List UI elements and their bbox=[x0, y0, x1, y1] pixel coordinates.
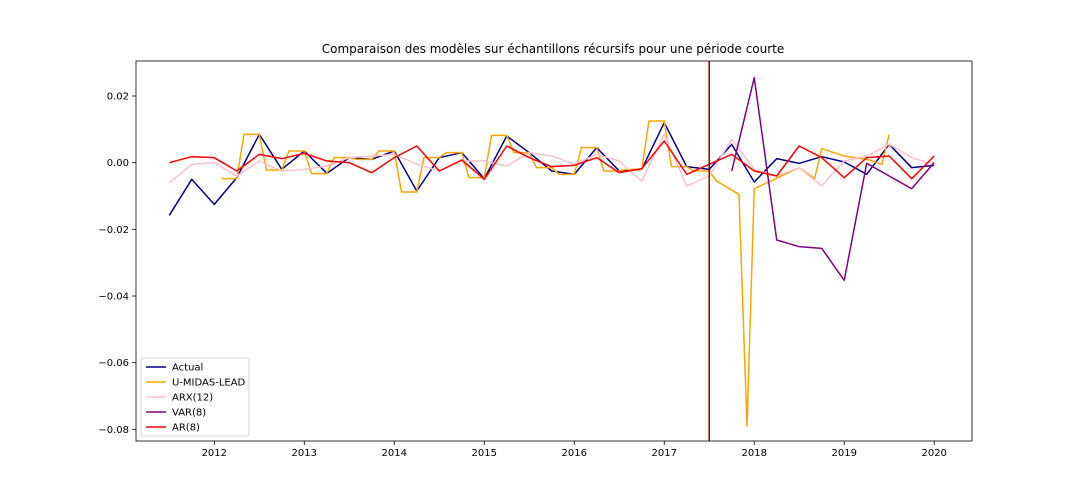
legend-box bbox=[140, 357, 250, 437]
axes: 2012 2013 2014 2015 2016 2017 2018 2019 2020 0.02… bbox=[98, 60, 973, 459]
series-group bbox=[168, 61, 935, 441]
legend-label: U-MIDAS-LEAD bbox=[172, 378, 246, 389]
legend-label: ARX(12) bbox=[172, 393, 213, 404]
x-tick-label: 2014 bbox=[382, 448, 407, 459]
plot-frame bbox=[135, 60, 973, 442]
series-line-arx-12 bbox=[168, 133, 935, 187]
legend: Actual U-MIDAS-LEAD ARX(12) VAR(8) AR(8) bbox=[140, 357, 250, 437]
y-tick-label: 0.02 bbox=[107, 92, 129, 103]
y-tick-label: 0.00 bbox=[107, 158, 129, 169]
y-tick-label: −0.04 bbox=[98, 292, 129, 303]
plot-area bbox=[168, 61, 935, 441]
x-tick-label: 2013 bbox=[292, 448, 317, 459]
series-line-var-8 bbox=[731, 76, 935, 282]
y-tick-label: −0.06 bbox=[98, 358, 129, 369]
x-tick-label: 2018 bbox=[741, 448, 766, 459]
x-tick-label: 2016 bbox=[562, 448, 587, 459]
x-tick-label: 2017 bbox=[652, 448, 677, 459]
legend-label: VAR(8) bbox=[172, 408, 206, 419]
x-tick-label: 2020 bbox=[921, 448, 946, 459]
series-line-u-midas-lead bbox=[221, 120, 890, 427]
legend-label: Actual bbox=[172, 363, 203, 374]
y-tick-label: −0.08 bbox=[98, 425, 129, 436]
x-tick-label: 2019 bbox=[831, 448, 856, 459]
series-line-actual bbox=[168, 121, 935, 216]
y-tick-label: −0.02 bbox=[98, 225, 129, 236]
x-tick-label: 2012 bbox=[202, 448, 227, 459]
series-line-ar-8 bbox=[169, 140, 935, 181]
chart-title: Comparaison des modèles sur échantillons… bbox=[322, 42, 785, 56]
x-tick-label: 2015 bbox=[472, 448, 497, 459]
legend-label: AR(8) bbox=[172, 423, 200, 434]
